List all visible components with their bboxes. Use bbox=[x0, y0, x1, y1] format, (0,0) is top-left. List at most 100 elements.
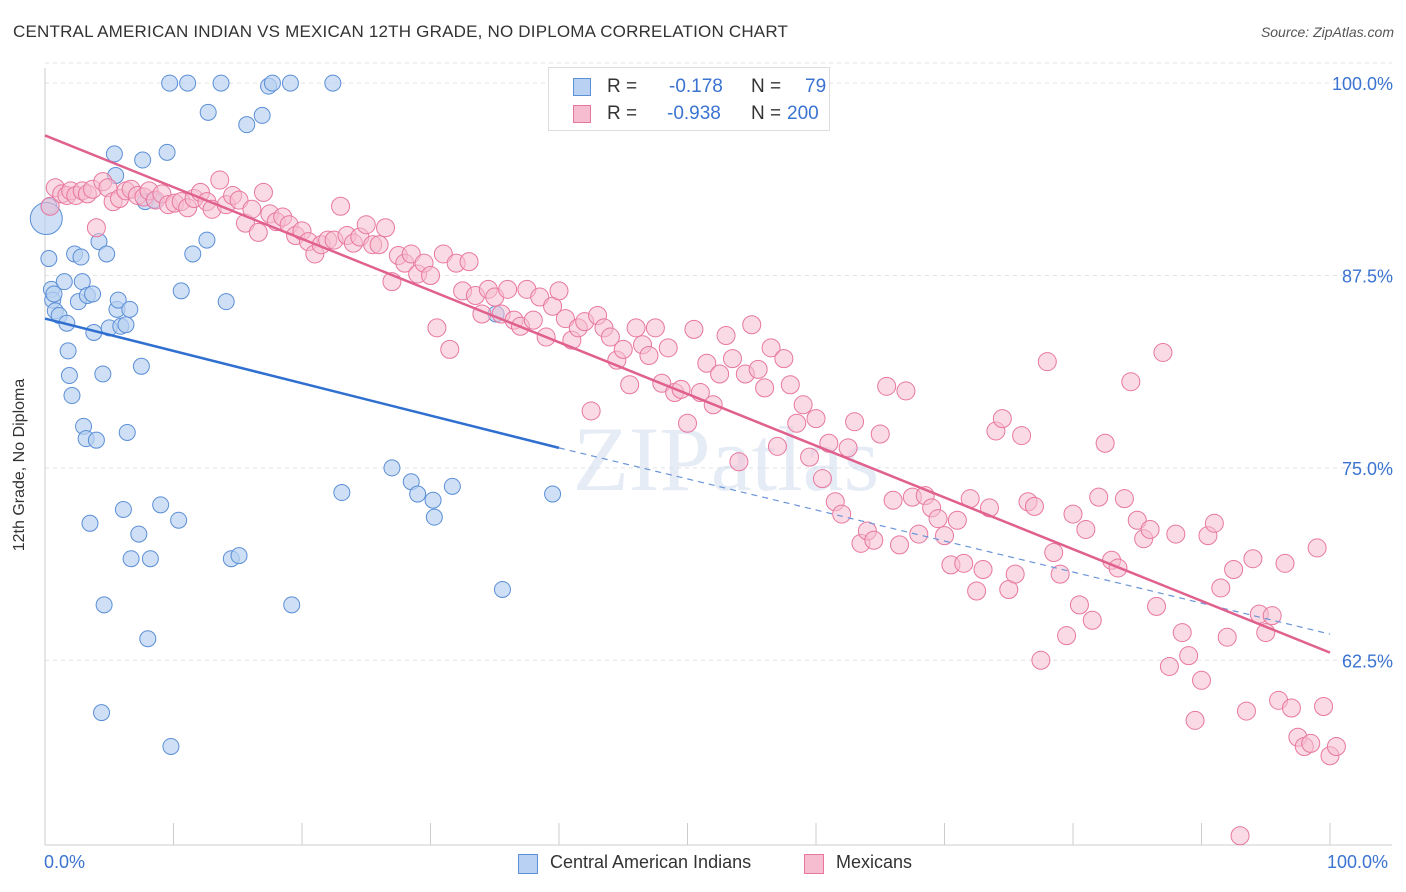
point-central-american-indian bbox=[117, 316, 135, 334]
point-mexican bbox=[678, 413, 697, 433]
point-mexican bbox=[935, 526, 954, 546]
point-central-american-indian bbox=[263, 74, 281, 92]
point-mexican bbox=[1147, 596, 1167, 616]
point-mexican bbox=[722, 349, 742, 369]
point-central-american-indian bbox=[122, 550, 140, 568]
point-central-american-indian bbox=[161, 74, 179, 92]
point-mexican bbox=[1095, 433, 1115, 453]
point-central-american-indian bbox=[544, 485, 562, 503]
legend-n-value: 79 bbox=[805, 76, 827, 97]
point-central-american-indian bbox=[162, 737, 180, 755]
series-mexicans bbox=[40, 170, 1346, 846]
point-mexican bbox=[1204, 513, 1224, 533]
point-mexican bbox=[992, 409, 1012, 429]
point-mexican bbox=[973, 559, 993, 579]
point-mexican bbox=[1153, 342, 1173, 362]
point-mexican bbox=[883, 490, 903, 510]
point-mexican bbox=[1262, 606, 1282, 626]
point-mexican bbox=[697, 353, 717, 373]
point-mexican bbox=[761, 338, 781, 358]
point-mexican bbox=[530, 287, 550, 307]
point-central-american-indian bbox=[493, 580, 511, 598]
point-mexican bbox=[1275, 553, 1295, 573]
point-mexican bbox=[1172, 623, 1192, 643]
point-mexican bbox=[845, 412, 865, 432]
point-mexican bbox=[626, 318, 646, 338]
point-central-american-indian bbox=[93, 704, 111, 722]
bottom-legend-label: Central American Indians bbox=[550, 852, 752, 872]
point-central-american-indian bbox=[281, 74, 299, 92]
legend-box: R = -0.178 N = 79 R = -0.938 N = 200 bbox=[548, 67, 830, 131]
point-mexican bbox=[1179, 646, 1199, 666]
point-central-american-indian bbox=[114, 500, 132, 518]
point-central-american-indian bbox=[409, 485, 427, 503]
y-tick-label: 87.5% bbox=[1342, 266, 1393, 286]
point-mexican bbox=[421, 265, 440, 285]
point-mexican bbox=[86, 218, 106, 238]
point-central-american-indian bbox=[139, 630, 157, 648]
point-mexican bbox=[1089, 487, 1109, 507]
point-mexican bbox=[967, 581, 987, 601]
point-mexican bbox=[1224, 559, 1244, 579]
point-mexican bbox=[253, 182, 273, 202]
point-mexican bbox=[1211, 578, 1231, 598]
point-mexican bbox=[1121, 372, 1141, 392]
point-central-american-indian bbox=[170, 511, 188, 529]
point-central-american-indian bbox=[98, 245, 116, 263]
chart-title: CENTRAL AMERICAN INDIAN VS MEXICAN 12TH … bbox=[13, 22, 789, 41]
point-mexican bbox=[401, 244, 421, 264]
point-mexican bbox=[806, 409, 826, 429]
legend-swatch-pink bbox=[573, 105, 591, 123]
point-mexican bbox=[1024, 496, 1044, 516]
point-central-american-indian bbox=[132, 357, 150, 375]
y-tick-label: 75.0% bbox=[1342, 459, 1393, 479]
y-tick-label: 100.0% bbox=[1332, 74, 1393, 94]
y-tick-label: 62.5% bbox=[1342, 651, 1393, 671]
bottom-legend-swatch-blue bbox=[518, 854, 538, 874]
point-mexican bbox=[1044, 543, 1064, 563]
point-mexican bbox=[523, 310, 543, 330]
point-mexican bbox=[369, 235, 389, 255]
point-mexican bbox=[780, 375, 800, 395]
point-mexican bbox=[1063, 504, 1083, 524]
point-mexican bbox=[1301, 733, 1321, 753]
point-central-american-indian bbox=[217, 293, 235, 311]
point-central-american-indian bbox=[45, 285, 63, 303]
point-mexican bbox=[774, 349, 794, 369]
point-mexican bbox=[1192, 670, 1211, 690]
point-mexican bbox=[684, 319, 704, 339]
point-central-american-indian bbox=[40, 250, 58, 268]
point-mexican bbox=[40, 196, 60, 216]
point-mexican bbox=[890, 535, 910, 555]
point-central-american-indian bbox=[152, 496, 170, 514]
point-mexican bbox=[864, 530, 884, 550]
watermark: ZIPatlas bbox=[573, 408, 880, 510]
legend-n-label: N = bbox=[751, 103, 782, 124]
point-central-american-indian bbox=[59, 342, 77, 360]
point-mexican bbox=[1185, 710, 1205, 730]
axes bbox=[44, 68, 1392, 846]
point-mexican bbox=[748, 359, 768, 379]
point-mexican bbox=[729, 452, 749, 472]
point-mexican bbox=[1140, 519, 1160, 539]
point-mexican bbox=[1005, 564, 1025, 584]
point-mexican bbox=[613, 339, 633, 359]
point-mexican bbox=[376, 218, 396, 238]
point-central-american-indian bbox=[424, 491, 442, 509]
point-mexican bbox=[1159, 656, 1179, 676]
point-mexican bbox=[1037, 352, 1057, 372]
point-central-american-indian bbox=[383, 459, 401, 477]
point-central-american-indian bbox=[425, 508, 443, 526]
point-mexican bbox=[1236, 701, 1256, 721]
point-mexican bbox=[1114, 489, 1134, 509]
point-mexican bbox=[210, 170, 230, 190]
point-mexican bbox=[440, 339, 460, 359]
bottom-legend-swatch-pink bbox=[804, 854, 824, 874]
point-central-american-indian bbox=[84, 285, 102, 303]
point-mexican bbox=[870, 424, 890, 444]
point-mexican bbox=[767, 436, 787, 456]
point-central-american-indian bbox=[172, 282, 190, 300]
point-central-american-indian bbox=[118, 423, 136, 441]
point-central-american-indian bbox=[72, 248, 90, 266]
point-mexican bbox=[877, 376, 897, 396]
